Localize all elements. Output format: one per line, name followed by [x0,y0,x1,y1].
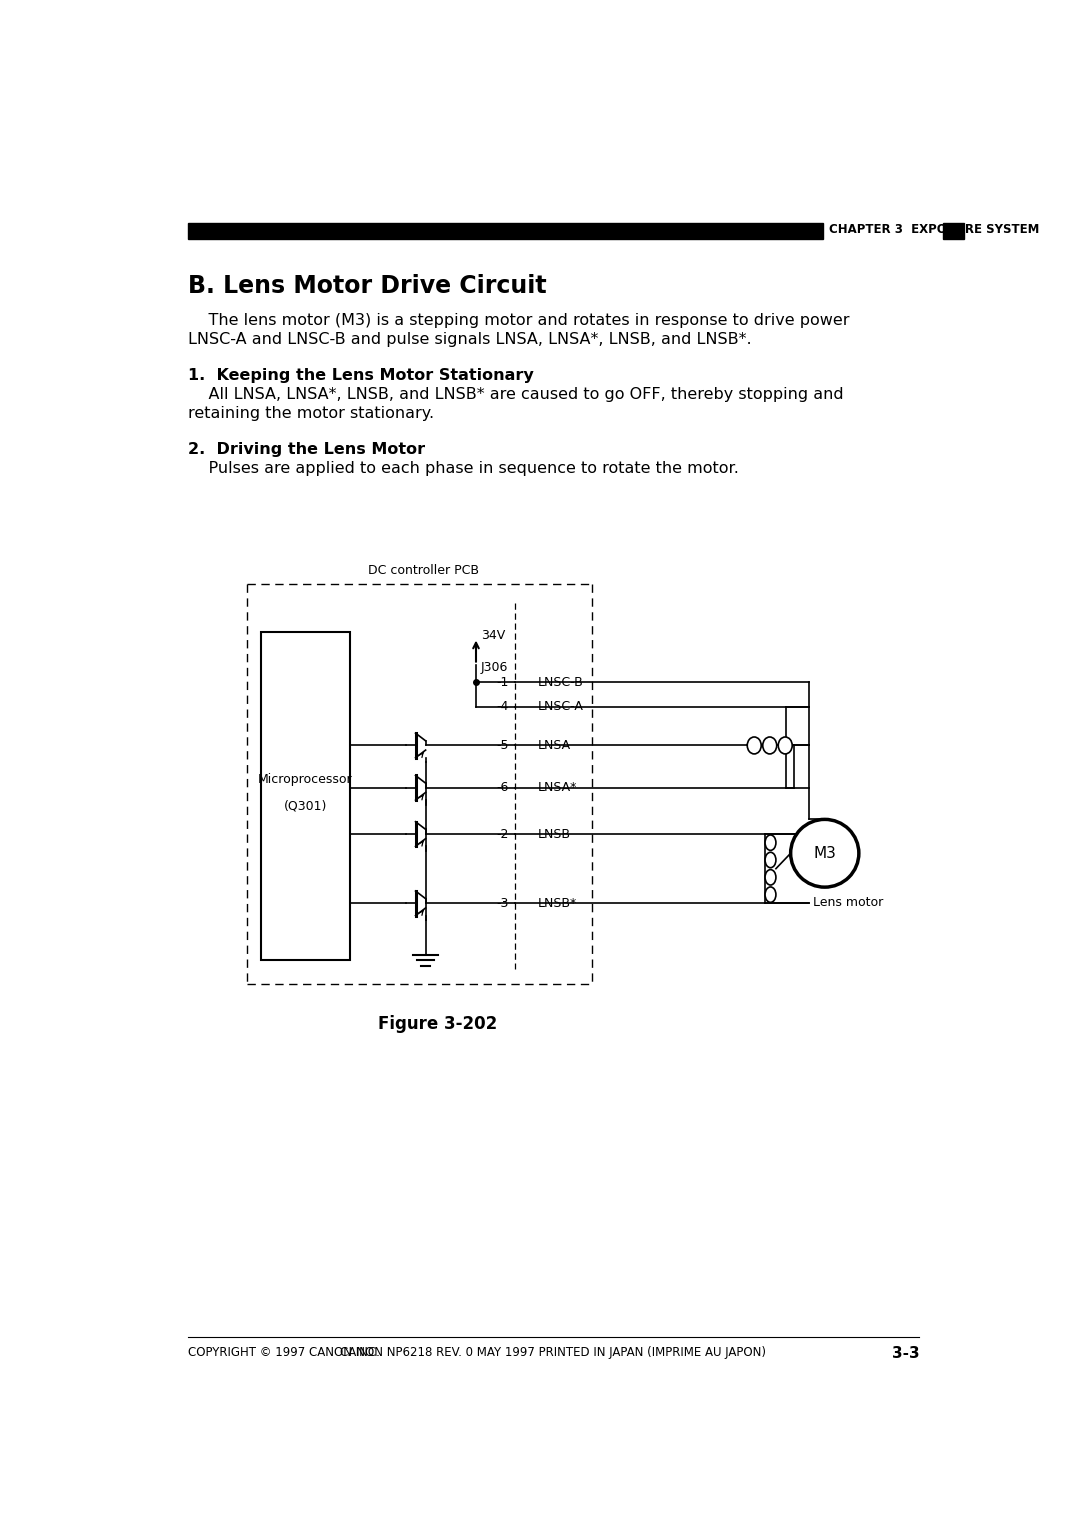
Text: -2: -2 [496,828,509,840]
Ellipse shape [765,886,775,903]
Text: -3: -3 [496,897,509,909]
Text: LNSA*: LNSA* [538,781,578,795]
Text: LNSC-B: LNSC-B [538,675,584,689]
Ellipse shape [762,736,777,753]
Text: J306: J306 [481,660,508,674]
Text: B. Lens Motor Drive Circuit: B. Lens Motor Drive Circuit [188,274,546,298]
Ellipse shape [765,869,775,885]
Text: LNSC-A: LNSC-A [538,700,584,714]
Ellipse shape [747,736,761,753]
Text: M3: M3 [813,847,836,860]
Text: The lens motor (M3) is a stepping motor and rotates in response to drive power: The lens motor (M3) is a stepping motor … [188,313,849,327]
Text: -6: -6 [496,781,509,795]
Text: (Q301): (Q301) [284,799,327,813]
Text: 1.  Keeping the Lens Motor Stationary: 1. Keeping the Lens Motor Stationary [188,368,534,384]
Text: LNSA: LNSA [538,740,571,752]
Text: LNSB*: LNSB* [538,897,577,909]
Text: Pulses are applied to each phase in sequence to rotate the motor.: Pulses are applied to each phase in sequ… [188,460,739,475]
Text: DC controller PCB: DC controller PCB [367,564,478,578]
Bar [188,223,823,238]
Text: CHAPTER 3  EXPOSURE SYSTEM: CHAPTER 3 EXPOSURE SYSTEM [829,223,1040,237]
Bar [260,631,350,960]
Text: COPYRIGHT © 1997 CANON INC.: COPYRIGHT © 1997 CANON INC. [188,1346,379,1358]
Text: 3-3: 3-3 [892,1346,919,1361]
Text: LNSC-A and LNSC-B and pulse signals LNSA, LNSA*, LNSB, and LNSB*.: LNSC-A and LNSC-B and pulse signals LNSA… [188,332,752,347]
Text: CANON NP6218 REV. 0 MAY 1997 PRINTED IN JAPAN (IMPRIME AU JAPON): CANON NP6218 REV. 0 MAY 1997 PRINTED IN … [340,1346,767,1358]
Circle shape [791,819,859,888]
Ellipse shape [765,834,775,851]
Text: Figure 3-202: Figure 3-202 [378,1015,497,1033]
Text: -1: -1 [496,675,509,689]
Text: retaining the motor stationary.: retaining the motor stationary. [188,406,434,420]
Bar [943,223,964,238]
Text: 34V: 34V [481,628,505,642]
Text: Lens motor: Lens motor [813,897,883,909]
Text: -5: -5 [496,740,509,752]
Ellipse shape [779,736,793,753]
Text: Microprocessor: Microprocessor [258,773,353,785]
Text: -4: -4 [496,700,509,714]
Text: LNSB: LNSB [538,828,571,840]
Ellipse shape [765,853,775,868]
Text: 2.  Driving the Lens Motor: 2. Driving the Lens Motor [188,442,424,457]
Text: All LNSA, LNSA*, LNSB, and LNSB* are caused to go OFF, thereby stopping and: All LNSA, LNSA*, LNSB, and LNSB* are cau… [188,387,843,402]
